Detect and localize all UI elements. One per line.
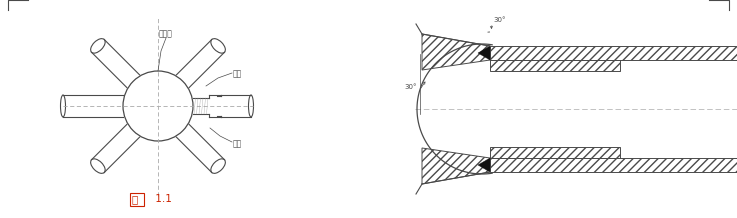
Text: 套管: 套管 <box>233 140 242 148</box>
Text: 钢管: 钢管 <box>233 70 242 78</box>
Text: 30°: 30° <box>493 17 506 23</box>
Text: 图: 图 <box>132 194 139 204</box>
Text: 30°: 30° <box>405 84 417 90</box>
Polygon shape <box>478 46 490 60</box>
Text: 1.1: 1.1 <box>152 194 172 204</box>
Text: 空心球: 空心球 <box>159 29 173 38</box>
Polygon shape <box>478 158 490 172</box>
